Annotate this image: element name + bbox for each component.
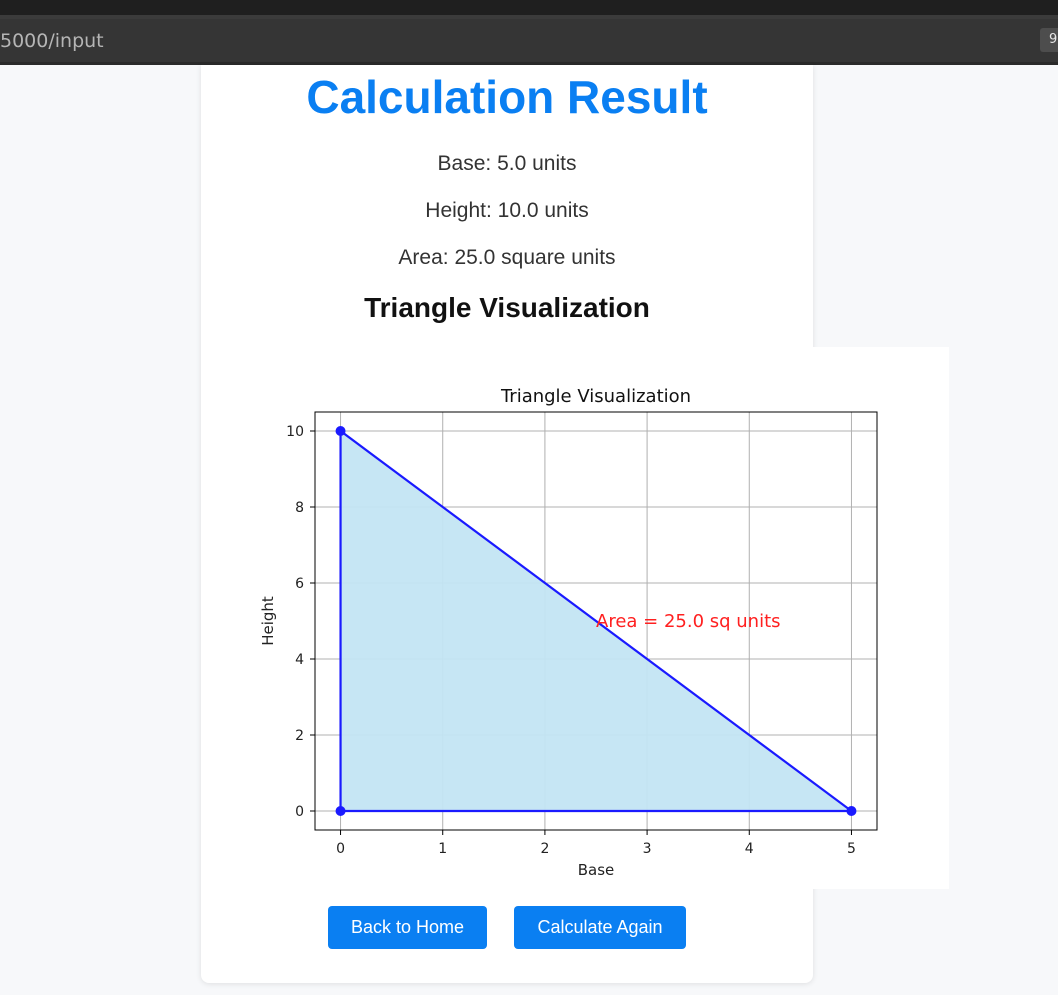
browser-titlebar bbox=[0, 0, 1058, 15]
address-url[interactable]: 5000/input bbox=[0, 30, 104, 52]
y-tick-label: 2 bbox=[295, 728, 304, 744]
area-value: Area: 25.0 square units bbox=[398, 246, 616, 269]
chart-title: Triangle Visualization bbox=[500, 386, 691, 407]
triangle-plot: Area = 25.0 sq units 0 1 2 3 4 5 0 2 4 6 8 10 Triangl… bbox=[241, 347, 949, 889]
browser-tabstrip-edge bbox=[0, 15, 1058, 19]
page-title: Calculation Result bbox=[306, 71, 708, 123]
y-tick-label: 10 bbox=[286, 424, 304, 440]
height-value: Height: 10.0 units bbox=[425, 199, 589, 222]
base-value: Base: 5.0 units bbox=[437, 152, 577, 175]
calculate-again-button[interactable]: Calculate Again bbox=[514, 906, 686, 949]
y-tick-label: 8 bbox=[295, 500, 304, 516]
x-axis-label: Base bbox=[578, 861, 615, 879]
y-tick-label: 4 bbox=[295, 652, 304, 668]
y-tick-label: 0 bbox=[295, 804, 304, 820]
chart-svg: Area = 25.0 sq units 0 1 2 3 4 5 0 2 4 6 8 10 Triangl… bbox=[259, 386, 878, 879]
x-tick-label: 4 bbox=[745, 841, 754, 857]
triangle-vertex bbox=[846, 806, 857, 816]
y-tick-label: 6 bbox=[295, 576, 304, 592]
extension-badge[interactable]: 9 bbox=[1040, 28, 1058, 52]
x-tick-label: 1 bbox=[438, 841, 447, 857]
address-bar[interactable]: 5000/input 9 bbox=[0, 19, 1058, 65]
triangle-vertex bbox=[335, 426, 346, 436]
x-tick-label: 5 bbox=[847, 841, 856, 857]
triangle-outline bbox=[339, 428, 855, 813]
triangle-vertex bbox=[335, 806, 346, 816]
area-annotation: Area = 25.0 sq units bbox=[596, 611, 781, 632]
back-to-home-button[interactable]: Back to Home bbox=[328, 906, 487, 949]
plot-frame bbox=[314, 411, 878, 831]
y-axis-label: Height bbox=[259, 596, 277, 646]
x-tick-label: 3 bbox=[643, 841, 652, 857]
section-title: Triangle Visualization bbox=[364, 292, 650, 323]
x-tick-label: 0 bbox=[336, 841, 345, 857]
x-tick-label: 2 bbox=[540, 841, 549, 857]
